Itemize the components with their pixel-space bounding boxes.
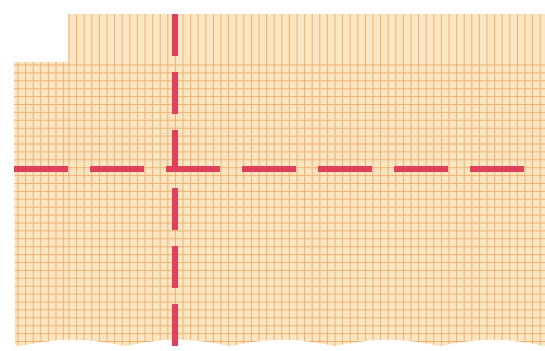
guide-lines [14,14,545,351]
paper-sheet [14,14,545,346]
vertical-grid-lines [17,14,541,346]
